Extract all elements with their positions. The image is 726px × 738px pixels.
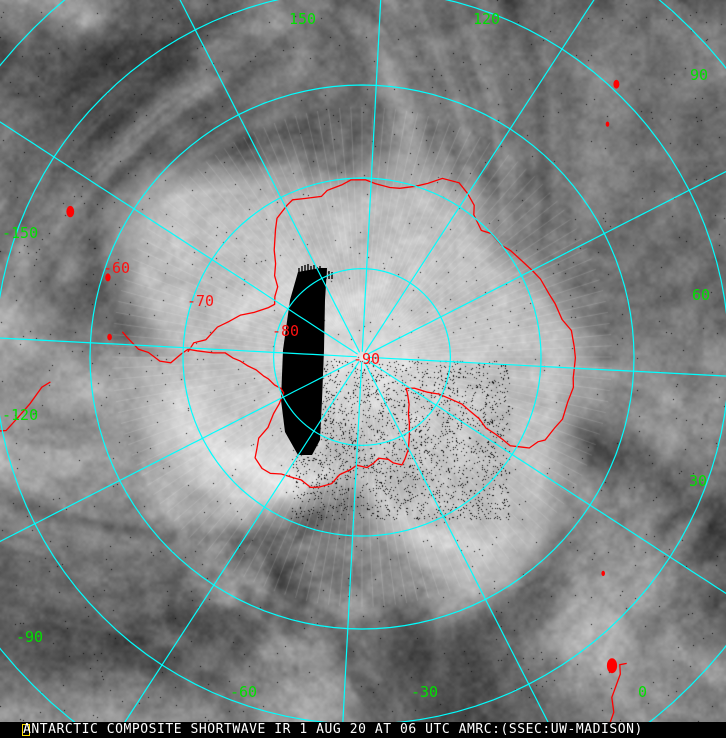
satellite-imagery [0, 0, 726, 722]
cursor-marker [22, 724, 30, 736]
infrared-composite-canvas [0, 0, 726, 722]
map-overlay [0, 0, 726, 722]
caption-text: ANTARCTIC COMPOSITE SHORTWAVE IR 1 AUG 2… [23, 722, 643, 737]
longitude-label-30: 30 [689, 472, 708, 490]
longitude-label-120: 120 [473, 10, 501, 28]
caption-bar: ANTARCTIC COMPOSITE SHORTWAVE IR 1 AUG 2… [0, 722, 726, 738]
graticule [0, 0, 726, 722]
longitude-label-150: 150 [289, 10, 317, 28]
longitude-label-neg120: -120 [2, 406, 39, 424]
longitude-label-60: 60 [692, 286, 711, 304]
longitude-label-neg90: -90 [16, 628, 44, 646]
longitude-label-neg60: -60 [230, 683, 258, 701]
latitude-label-neg60: -60 [103, 259, 131, 277]
latitude-label-neg80: -80 [272, 322, 300, 340]
longitude-label-neg150: -150 [2, 224, 39, 242]
latitude-label-neg70: -70 [187, 292, 215, 310]
longitude-label-90: 90 [690, 66, 709, 84]
coastline [0, 79, 627, 722]
longitude-label-0: 0 [638, 683, 648, 701]
longitude-label-neg30: -30 [411, 683, 439, 701]
latitude-label-neg90: -90 [353, 350, 381, 368]
